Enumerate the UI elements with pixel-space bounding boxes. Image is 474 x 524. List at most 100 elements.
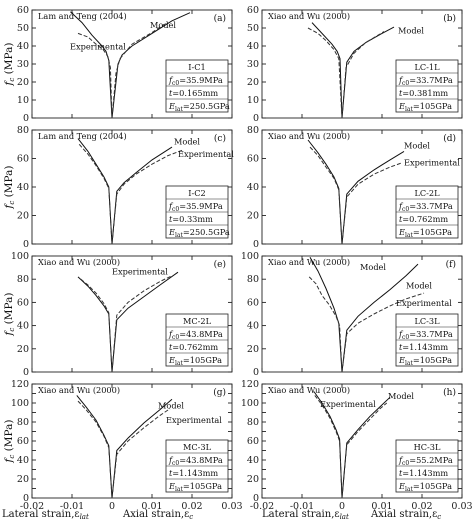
- series-line-experimental: [80, 278, 113, 373]
- panel-label: (e): [214, 259, 226, 270]
- x-tick-label: 0.01: [141, 501, 162, 512]
- series-line-model: [341, 150, 405, 245]
- y-tick-label: 20: [17, 211, 29, 222]
- y-tick-label: 80: [247, 125, 259, 136]
- y-tick-label: 0: [23, 493, 29, 504]
- y-tick-label: 50: [247, 23, 259, 34]
- curve-annotation: Experimental: [70, 42, 126, 52]
- curve-annotation: Model: [398, 25, 424, 35]
- parameter-value: Elat=105GPa: [168, 355, 222, 367]
- y-tick-label: 60: [17, 436, 29, 447]
- x-tick-label: 0.01: [371, 501, 392, 512]
- panel-source-title: Lam and Teng (2004): [38, 131, 127, 141]
- curve-annotation: Model: [404, 141, 430, 151]
- panel-source-title: Xiao and Wu (2000): [268, 11, 350, 21]
- panel-label: (a): [214, 13, 226, 24]
- parameter-value: fc0=55.2MPa: [398, 455, 453, 467]
- parameter-value: Elat=105GPa: [398, 481, 452, 493]
- y-tick-label: 60: [17, 154, 29, 165]
- y-tick-label: 40: [247, 321, 259, 332]
- parameter-value: Elat=105GPa: [398, 227, 452, 239]
- x-tick-label: 0: [109, 501, 115, 512]
- y-tick-label: 40: [17, 455, 29, 466]
- y-tick-label: 20: [17, 474, 29, 485]
- series-line-model: [307, 139, 343, 245]
- panel-label: (f): [446, 259, 456, 270]
- y-tick-label: 100: [241, 251, 259, 262]
- y-tick-label: 60: [247, 154, 259, 165]
- panel-label: (g): [213, 387, 226, 398]
- series-line-experimental: [77, 32, 113, 119]
- parameter-value: t=0.33mm: [169, 214, 213, 224]
- series-line-model: [341, 26, 395, 119]
- parameter-value: t=0.762mm: [169, 342, 218, 352]
- specimen-name: LC-3L: [414, 316, 440, 326]
- series-line-experimental: [309, 146, 343, 245]
- series-line-experimental: [341, 292, 425, 373]
- x-tick-label: -0.02: [20, 501, 44, 512]
- panel-source-title: Xiao and Wu (2000): [38, 385, 120, 395]
- series-line-model: [77, 138, 113, 245]
- parameter-value: Elat=250.5GPa: [168, 227, 230, 239]
- y-tick-label: 40: [247, 182, 259, 193]
- y-tick-label: 80: [17, 417, 29, 428]
- x-tick-label: 0: [339, 501, 345, 512]
- panel-label: (c): [214, 133, 226, 144]
- series-line-experimental: [314, 395, 343, 499]
- panel-source-title: Xiao and Wu (2000): [268, 385, 350, 395]
- panel-source-title: Xiao and Wu (2000): [38, 257, 120, 267]
- specimen-name: I-C1: [188, 62, 205, 72]
- panel-label: (d): [443, 133, 456, 144]
- series-line-experimental: [77, 400, 113, 499]
- x-tick-label: 0.03: [451, 501, 472, 512]
- plot-frame: [261, 255, 463, 373]
- x-tick-label: -0.02: [250, 501, 274, 512]
- parameter-value: fc0=35.9MPa: [168, 75, 223, 87]
- y-tick-label: 40: [247, 41, 259, 52]
- y-tick-label: 60: [247, 436, 259, 447]
- series-line-experimental: [111, 408, 171, 499]
- chart-panel-e: 0 20 40 60 80 100 fc (MPa) Xiao and Wu (2000) (e…: [3, 251, 233, 378]
- x-axis-label-lateral-left: Lateral strain,εlat: [2, 509, 89, 521]
- curve-annotation: Experimental: [320, 399, 376, 409]
- y-tick-label: 20: [17, 77, 29, 88]
- curve-annotation: Experimental: [396, 298, 452, 308]
- x-tick-label: -0.01: [60, 501, 84, 512]
- specimen-name: I-C2: [188, 188, 205, 198]
- y-tick-label: 100: [241, 398, 259, 409]
- parameter-value: t=0.381mm: [399, 88, 448, 98]
- panel-source-title: Lam and Teng (2004): [38, 11, 127, 21]
- x-tick-label: 0.03: [221, 501, 242, 512]
- y-tick-label: 80: [247, 417, 259, 428]
- parameter-value: fc0=33.7MPa: [398, 201, 453, 213]
- parameter-value: t=1.143mm: [399, 342, 448, 352]
- x-axis-label-axial-left: Axial strain,εc: [122, 509, 193, 521]
- y-tick-label: 120: [11, 379, 29, 390]
- y-tick-label: 120: [241, 379, 259, 390]
- y-tick-label: 20: [247, 77, 259, 88]
- y-tick-label: 40: [247, 455, 259, 466]
- curve-annotation: Model: [406, 280, 432, 290]
- series-line-experimental: [78, 143, 113, 245]
- series-line-experimental: [308, 276, 343, 373]
- y-tick-label: 0: [23, 239, 29, 250]
- y-tick-label: 60: [17, 297, 29, 308]
- series-line-model: [70, 11, 113, 119]
- series-line-model: [77, 276, 113, 373]
- series-line-model: [111, 146, 173, 245]
- parameter-value: t=0.165mm: [169, 88, 218, 98]
- y-tick-label: 0: [253, 493, 259, 504]
- parameter-value: t=1.143mm: [169, 468, 218, 478]
- parameter-value: fc0=33.7MPa: [398, 75, 453, 87]
- parameter-value: fc0=43.8MPa: [168, 455, 223, 467]
- curve-annotation: Experimental: [178, 149, 234, 159]
- curve-annotation: Experimental: [404, 158, 460, 168]
- y-tick-label: 0: [253, 113, 259, 124]
- y-tick-label: 100: [11, 251, 29, 262]
- curve-annotation: Model: [360, 262, 386, 272]
- series-line-model: [341, 263, 419, 373]
- y-tick-label: 80: [17, 125, 29, 136]
- x-tick-label: 0.02: [411, 501, 432, 512]
